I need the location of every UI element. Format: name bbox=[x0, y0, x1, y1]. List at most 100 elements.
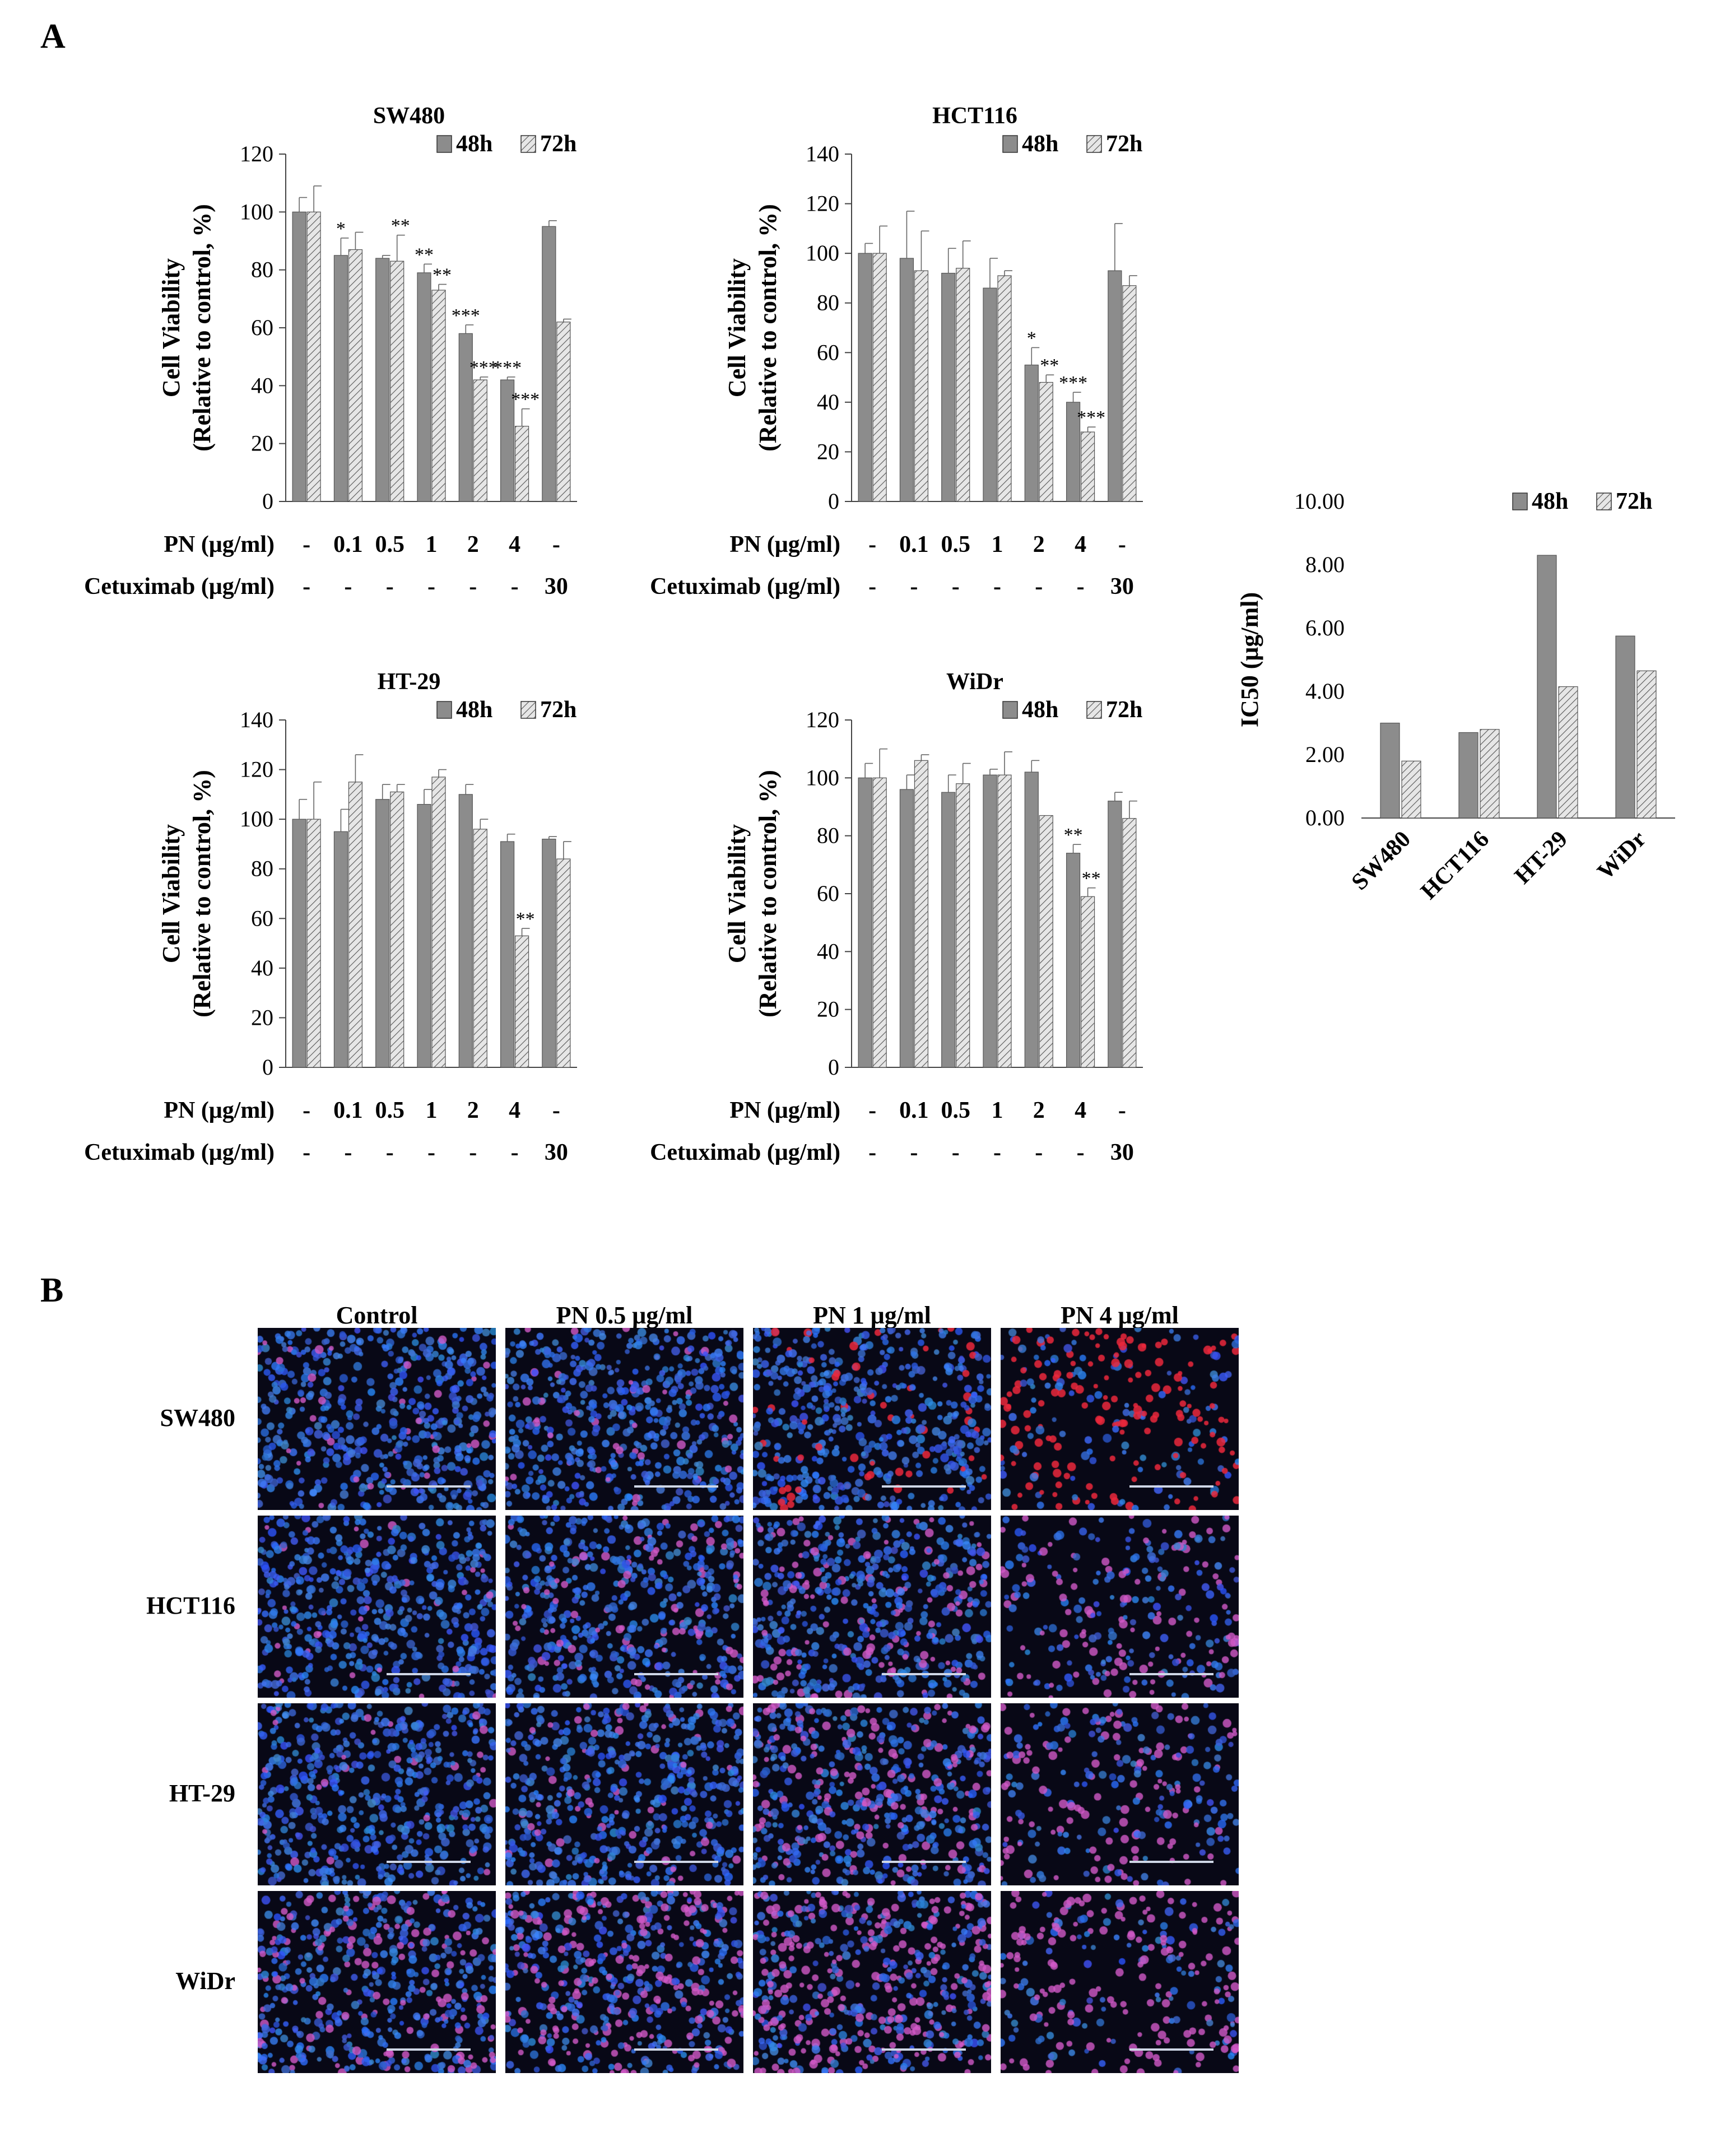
bar-72h bbox=[1636, 670, 1657, 819]
legend-swatch-48h bbox=[1512, 492, 1528, 510]
bar-72h bbox=[872, 253, 887, 502]
micrograph-image bbox=[258, 1891, 496, 2073]
legend-swatch-72h bbox=[1596, 492, 1612, 510]
bar-48h bbox=[1024, 772, 1039, 1068]
bar-48h bbox=[899, 258, 914, 502]
pn-row-label: PN (μg/ml) bbox=[729, 532, 840, 557]
y-tick-label: 6.00 bbox=[1305, 615, 1345, 640]
chart-title: HT-29 bbox=[378, 669, 441, 695]
significance-label: * bbox=[1027, 328, 1036, 349]
cetuximab-dose-label: - bbox=[910, 1140, 918, 1165]
scale-bar bbox=[387, 1861, 471, 1863]
cetuximab-dose-label: - bbox=[1077, 574, 1085, 600]
bar-48h bbox=[458, 333, 473, 502]
cetuximab-row-label: Cetuximab (μg/ml) bbox=[84, 1140, 275, 1165]
cetuximab-dose-label: - bbox=[427, 1140, 435, 1165]
scale-bar bbox=[882, 1673, 966, 1675]
bar-48h bbox=[858, 777, 872, 1068]
micro-row-header: HT-29 bbox=[169, 1779, 235, 1807]
bar-48h bbox=[1108, 801, 1122, 1068]
bar-72h bbox=[956, 268, 970, 502]
y-tick-label: 100 bbox=[240, 806, 273, 831]
bar-48h bbox=[858, 253, 872, 502]
y-axis-label-line1: Cell Viability bbox=[157, 258, 185, 397]
scale-bar bbox=[1129, 1673, 1213, 1675]
micrograph-image bbox=[1001, 1703, 1239, 1885]
cetuximab-dose-label: - bbox=[993, 574, 1001, 600]
micrograph-image bbox=[753, 1328, 991, 1510]
y-tick-label: 0.00 bbox=[1305, 805, 1345, 830]
bar-48h bbox=[417, 803, 431, 1068]
legend-label-72h: 72h bbox=[540, 697, 576, 723]
y-axis-label: IC50 (μg/ml) bbox=[1236, 592, 1263, 727]
legend-swatch-48h bbox=[1002, 135, 1018, 153]
scale-bar bbox=[634, 1861, 718, 1863]
bar-48h bbox=[1615, 635, 1635, 819]
bar-48h bbox=[333, 255, 348, 502]
significance-label: *** bbox=[511, 389, 540, 410]
y-tick-label: 0 bbox=[828, 489, 839, 514]
y-tick-label: 0 bbox=[828, 1054, 839, 1080]
micro-row-header: WiDr bbox=[175, 1967, 235, 1995]
significance-label: ** bbox=[1040, 355, 1059, 376]
scale-bar bbox=[882, 1861, 966, 1863]
bar-72h bbox=[997, 774, 1012, 1068]
bar-72h bbox=[431, 290, 446, 502]
legend-swatch-48h bbox=[1002, 701, 1018, 719]
y-tick-label: 80 bbox=[251, 856, 273, 881]
cetuximab-dose-label: - bbox=[952, 1140, 960, 1165]
pn-dose-label: 1 bbox=[992, 532, 1003, 557]
micrograph-image bbox=[753, 1703, 991, 1885]
micrograph-image bbox=[1001, 1328, 1239, 1510]
cetuximab-row-label: Cetuximab (μg/ml) bbox=[650, 574, 840, 600]
legend-swatch-72h bbox=[520, 135, 536, 153]
scale-bar bbox=[387, 1673, 471, 1675]
ht29-viability-chart: HT-29 48h 72h 0 20 40 60 80 100 120 140 Cell Viabil… bbox=[84, 669, 577, 1165]
micro-col-header: PN 4 μg/ml bbox=[1061, 1302, 1179, 1329]
bar-48h bbox=[1458, 732, 1478, 819]
micrograph-image bbox=[505, 1891, 743, 2073]
y-axis-label-line2: (Relative to control, %) bbox=[754, 770, 782, 1017]
bar-72h bbox=[997, 275, 1012, 502]
y-tick-label: 120 bbox=[240, 757, 273, 782]
ic50-chart: 48h 72h 0.00 2.00 4.00 6.00 8.00 10.00 IC50 (μg/… bbox=[1236, 489, 1675, 904]
y-tick-label: 20 bbox=[251, 431, 273, 456]
bar-72h bbox=[306, 819, 321, 1068]
pn-dose-label: 0.1 bbox=[333, 1098, 363, 1123]
x-tick-label: HT-29 bbox=[1510, 826, 1573, 889]
bar-72h bbox=[914, 760, 929, 1068]
bar-72h bbox=[348, 782, 363, 1068]
bar-72h bbox=[1080, 431, 1095, 502]
significance-label: ** bbox=[433, 265, 452, 286]
pn-dose-label: 1 bbox=[426, 532, 438, 557]
y-axis-label-line1: Cell Viability bbox=[723, 258, 751, 397]
legend-label-48h: 48h bbox=[456, 131, 492, 157]
y-tick-label: 20 bbox=[817, 439, 839, 464]
significance-label: *** bbox=[1077, 407, 1105, 428]
bar-48h bbox=[899, 789, 914, 1068]
bar-72h bbox=[514, 426, 529, 502]
y-tick-label: 80 bbox=[817, 290, 839, 315]
pn-dose-label: - bbox=[552, 1098, 560, 1123]
significance-label: ** bbox=[1082, 868, 1101, 889]
y-tick-label: 60 bbox=[817, 340, 839, 365]
widr-viability-chart: WiDr 48h 72h 0 20 40 60 80 100 120 Cell Viability(… bbox=[650, 669, 1143, 1165]
significance-label: ** bbox=[391, 216, 410, 236]
y-tick-label: 0 bbox=[262, 489, 273, 514]
bar-48h bbox=[375, 799, 390, 1068]
micro-row-header: SW480 bbox=[160, 1404, 235, 1432]
cetuximab-dose-label: - bbox=[993, 1140, 1001, 1165]
pn-dose-label: 2 bbox=[1033, 1098, 1045, 1123]
x-tick-label: WiDr bbox=[1592, 826, 1651, 885]
cetuximab-dose-label: - bbox=[952, 574, 960, 600]
bar-72h bbox=[1122, 285, 1137, 502]
micrograph-image bbox=[1001, 1516, 1239, 1698]
bar-72h bbox=[1558, 686, 1578, 819]
bar-48h bbox=[1537, 555, 1557, 819]
y-tick-label: 20 bbox=[251, 1005, 273, 1030]
y-tick-label: 60 bbox=[251, 905, 273, 931]
y-axis-label-line2: (Relative to control, %) bbox=[754, 204, 782, 452]
scale-bar bbox=[1129, 1861, 1213, 1863]
cetuximab-row-label: Cetuximab (μg/ml) bbox=[84, 574, 275, 600]
scale-bar bbox=[634, 1485, 718, 1488]
